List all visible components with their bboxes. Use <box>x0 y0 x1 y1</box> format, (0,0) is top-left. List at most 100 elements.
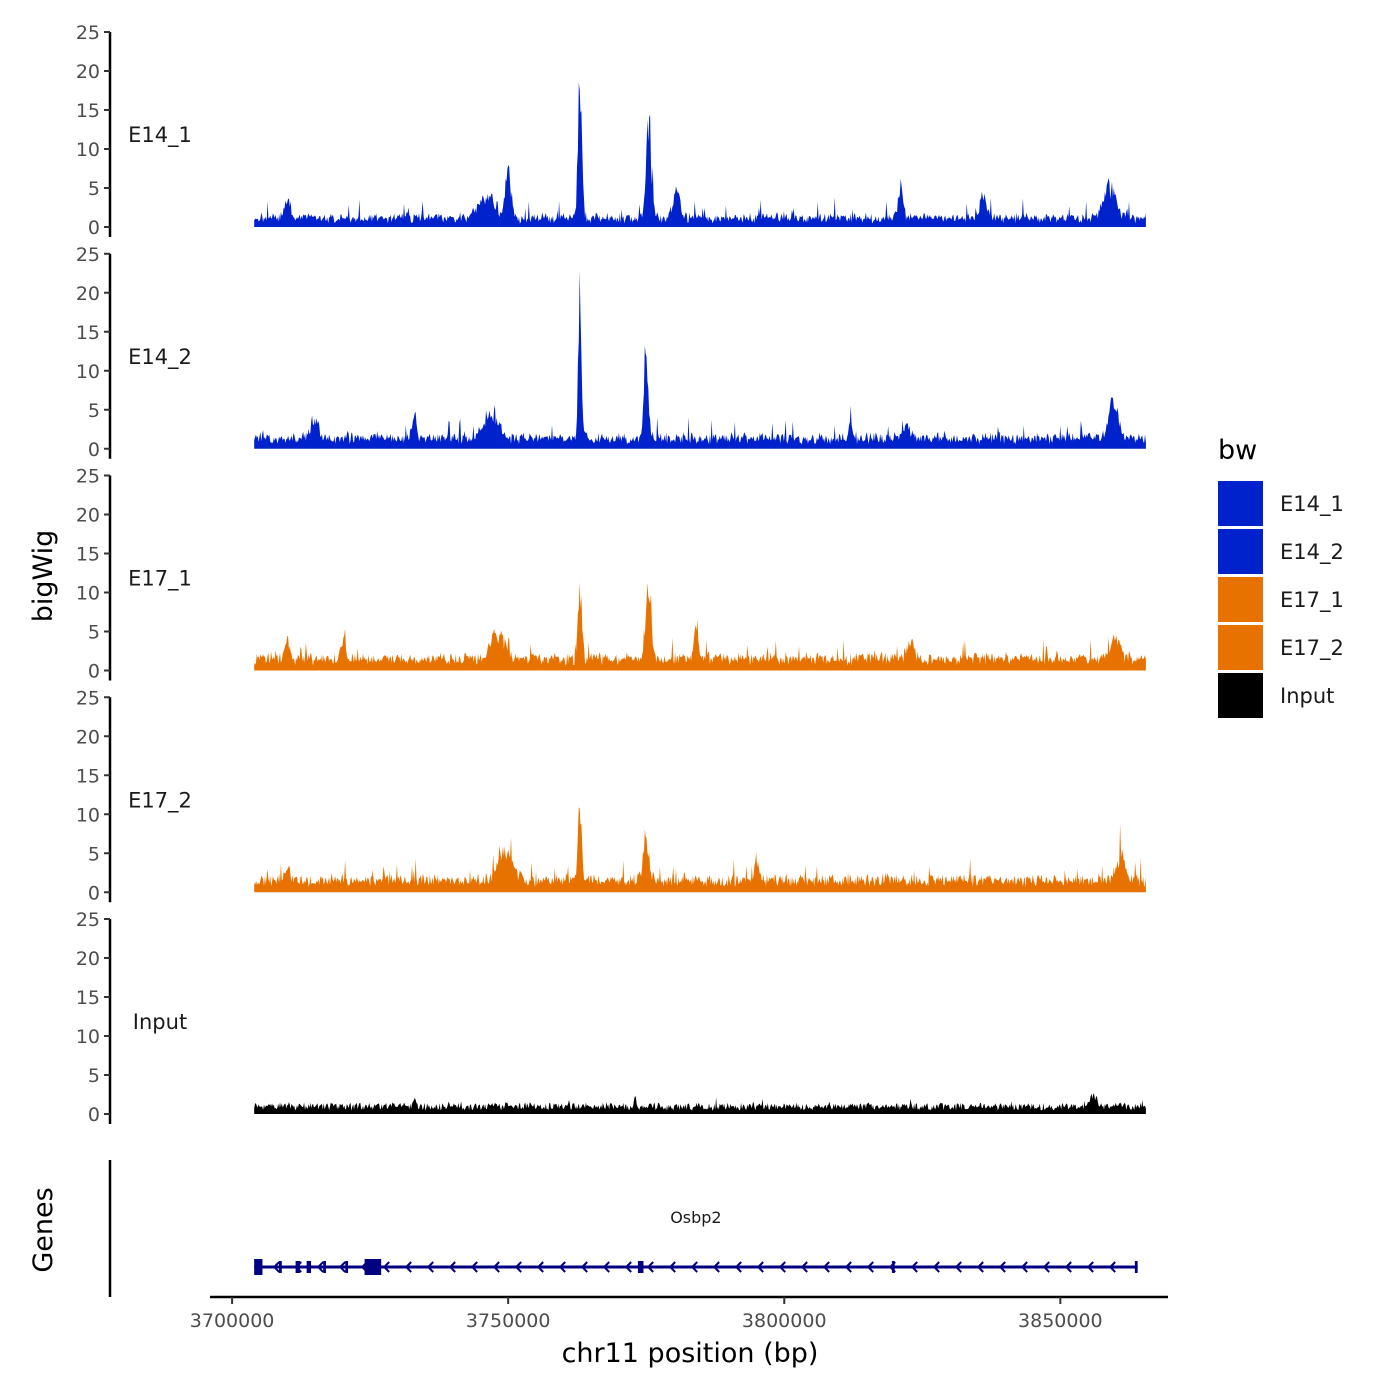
legend: bw E14_1 E14_2 E17_1 E17_2 Input <box>1218 435 1344 718</box>
strand-arrow <box>316 1261 324 1273</box>
y-tick-label: 15 <box>76 100 100 122</box>
y-tick-label: 15 <box>76 544 100 566</box>
track-E17_1: 0 5 10 15 20 25 E17_1 <box>76 466 1146 683</box>
strand-arrow <box>1086 1261 1094 1273</box>
strand-arrow <box>448 1261 456 1273</box>
gene-exon <box>306 1261 312 1273</box>
strand-arrow <box>1020 1261 1028 1273</box>
strand-arrow <box>690 1261 698 1273</box>
track-label: E17_1 <box>128 567 192 592</box>
track-Input: 0 5 10 15 20 25 Input <box>76 909 1146 1126</box>
y-tick-label: 0 <box>88 882 100 904</box>
y-tick-label: 25 <box>76 466 100 488</box>
x-axis: 3700000 3750000 3800000 3850000 <box>190 1295 1168 1332</box>
strand-arrow <box>426 1261 434 1273</box>
gene-exon <box>1134 1261 1138 1273</box>
track-label: E14_2 <box>128 345 192 370</box>
y-tick-label: 20 <box>76 948 100 970</box>
strand-arrow <box>580 1261 588 1273</box>
y-tick-label: 10 <box>76 583 100 605</box>
track-E14_2: 0 5 10 15 20 25 E14_2 <box>76 244 1146 461</box>
strand-arrow <box>360 1261 368 1273</box>
track-E14_1: 0 5 10 15 20 25 E14_1 <box>76 22 1146 239</box>
legend-swatch-E17_1 <box>1218 577 1263 622</box>
strand-arrow <box>294 1261 302 1273</box>
tracks-layer: 0 5 10 15 20 25 E14_1 0 5 10 15 20 25 E14_2 0 5 10 15 20 25… <box>76 22 1146 1126</box>
y-tick-label: 5 <box>88 622 100 644</box>
y-tick-label: 25 <box>76 244 100 266</box>
y-tick-label: 5 <box>88 1065 100 1087</box>
strand-arrow <box>272 1261 280 1273</box>
strand-arrow <box>536 1261 544 1273</box>
strand-arrow <box>404 1261 412 1273</box>
gene-exon <box>891 1261 895 1273</box>
x-tick-label: 3800000 <box>742 1310 827 1332</box>
legend-label-E17_1: E17_1 <box>1280 588 1344 613</box>
strand-arrow <box>514 1261 522 1273</box>
x-tick-label: 3750000 <box>466 1310 551 1332</box>
coverage-area-E17_2 <box>254 807 1146 893</box>
coverage-area-E14_1 <box>254 82 1146 227</box>
track-label: Input <box>133 1010 187 1034</box>
gene-track: Osbp2 <box>108 1160 1138 1297</box>
legend-label-Input: Input <box>1280 684 1334 708</box>
y-axis-title: bigWig <box>28 530 59 623</box>
strand-arrow <box>954 1261 962 1273</box>
strand-arrow <box>558 1261 566 1273</box>
track-label: E17_2 <box>128 788 192 813</box>
strand-arrow <box>646 1261 654 1273</box>
track-E17_2: 0 5 10 15 20 25 E17_2 <box>76 687 1146 904</box>
y-tick-label: 10 <box>76 804 100 826</box>
y-tick-label: 0 <box>88 661 100 683</box>
coverage-area-Input <box>254 1093 1146 1114</box>
strand-arrow <box>1064 1261 1072 1273</box>
y-tick-label: 10 <box>76 361 100 383</box>
y-tick-label: 25 <box>76 687 100 709</box>
legend-label-E14_1: E14_1 <box>1280 492 1344 517</box>
x-tick-label: 3850000 <box>1018 1310 1103 1332</box>
y-tick-label: 25 <box>76 909 100 931</box>
y-tick-label: 20 <box>76 726 100 748</box>
strand-arrow <box>382 1261 390 1273</box>
strand-arrow <box>822 1261 830 1273</box>
legend-swatch-Input <box>1218 673 1263 718</box>
strand-arrow <box>470 1261 478 1273</box>
y-tick-label: 0 <box>88 217 100 239</box>
track-label: E14_1 <box>128 123 192 148</box>
y-tick-label: 15 <box>76 322 100 344</box>
gene-exon <box>279 1261 282 1273</box>
legend-label-E14_2: E14_2 <box>1280 540 1344 565</box>
strand-arrow <box>998 1261 1006 1273</box>
strand-arrow <box>668 1261 676 1273</box>
legend-swatch-E14_2 <box>1218 529 1263 574</box>
y-tick-label: 5 <box>88 400 100 422</box>
y-tick-label: 10 <box>76 139 100 161</box>
y-tick-label: 20 <box>76 283 100 305</box>
y-tick-label: 20 <box>76 505 100 527</box>
strand-arrow <box>910 1261 918 1273</box>
strand-arrow <box>800 1261 808 1273</box>
gene-exon <box>637 1261 644 1273</box>
strand-arrow <box>492 1261 500 1273</box>
legend-title: bw <box>1218 435 1257 466</box>
legend-swatch-E17_2 <box>1218 625 1263 670</box>
gene-exon <box>295 1261 301 1273</box>
gene-exon <box>323 1261 326 1273</box>
y-tick-label: 15 <box>76 765 100 787</box>
y-tick-label: 25 <box>76 22 100 44</box>
y-tick-label: 0 <box>88 439 100 461</box>
strand-arrow <box>778 1261 786 1273</box>
x-axis-title: chr11 position (bp) <box>562 1338 819 1369</box>
strand-arrow <box>338 1261 346 1273</box>
strand-arrow <box>624 1261 632 1273</box>
strand-arrow <box>734 1261 742 1273</box>
strand-arrow <box>756 1261 764 1273</box>
strand-arrow <box>888 1261 896 1273</box>
y-tick-label: 15 <box>76 987 100 1009</box>
coverage-area-E17_1 <box>254 582 1146 671</box>
genes-axis-title: Genes <box>28 1187 59 1272</box>
coverage-area-E14_2 <box>254 270 1146 449</box>
gene-name: Osbp2 <box>670 1208 721 1227</box>
y-tick-label: 5 <box>88 843 100 865</box>
